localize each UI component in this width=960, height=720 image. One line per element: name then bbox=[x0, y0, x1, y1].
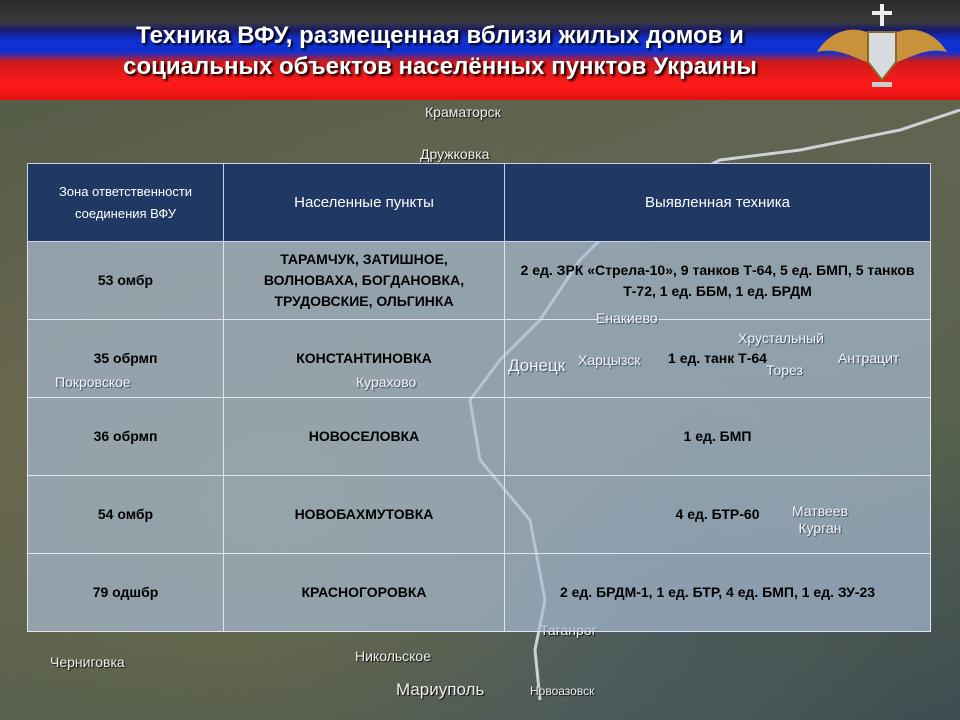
cell-equipment: 1 ед. БМП bbox=[504, 397, 931, 476]
cell-unit: 79 одшбр bbox=[27, 553, 224, 632]
equipment-table: Зона ответственности соединения ВФУ Насе… bbox=[27, 163, 931, 632]
title-line-1: Техника ВФУ, размещенная вблизи жилых до… bbox=[136, 22, 744, 49]
table-row: 53 омбр ТАРАМЧУК, ЗАТИШНОЕ, ВОЛНОВАХА, Б… bbox=[27, 241, 931, 320]
column-header-places: Населенные пункты bbox=[223, 163, 505, 242]
cell-equipment: 1 ед. танк Т-64 bbox=[504, 319, 931, 398]
cell-places: ТАРАМЧУК, ЗАТИШНОЕ, ВОЛНОВАХА, БОГДАНОВК… bbox=[223, 241, 505, 320]
cell-equipment: 2 ед. ЗРК «Стрела-10», 9 танков Т-64, 5 … bbox=[504, 241, 931, 320]
map-label: Торез bbox=[766, 362, 803, 378]
table-row: 79 одшбр КРАСНОГОРОВКА 2 ед. БРДМ-1, 1 е… bbox=[27, 553, 931, 632]
table-row: 35 обрмп КОНСТАНТИНОВКА 1 ед. танк Т-64 bbox=[27, 319, 931, 398]
map-label: Курахово bbox=[356, 374, 417, 390]
cell-unit: 53 омбр bbox=[27, 241, 224, 320]
map-label: Новоазовск bbox=[530, 684, 595, 698]
map-label: Енакиево bbox=[596, 310, 658, 326]
map-label: Никольское bbox=[355, 648, 432, 664]
eagle-emblem-icon bbox=[817, 4, 947, 87]
cell-equipment: 2 ед. БРДМ-1, 1 ед. БТР, 4 ед. БМП, 1 ед… bbox=[504, 553, 931, 632]
column-header-equipment: Выявленная техника bbox=[504, 163, 931, 242]
map-label: Покровское bbox=[55, 374, 131, 390]
cell-unit: 36 обрмп bbox=[27, 397, 224, 476]
cell-unit: 35 обрмп bbox=[27, 319, 224, 398]
map-label: Донецк bbox=[508, 356, 566, 375]
cell-places: КРАСНОГОРОВКА bbox=[223, 553, 505, 632]
cell-places: НОВОБАХМУТОВКА bbox=[223, 475, 505, 554]
map-label: Мариуполь bbox=[396, 680, 485, 699]
map-label: Матвеев Курган bbox=[792, 503, 848, 536]
cell-unit: 54 омбр bbox=[27, 475, 224, 554]
map-label: Черниговка bbox=[50, 654, 125, 670]
map-label: Антрацит bbox=[838, 350, 900, 366]
map-label: Хрустальный bbox=[738, 330, 824, 346]
header-banner: Техника ВФУ, размещенная вблизи жилых до… bbox=[0, 0, 960, 100]
cell-places: КОНСТАНТИНОВКА bbox=[223, 319, 505, 398]
cell-places: НОВОСЕЛОВКА bbox=[223, 397, 505, 476]
table-header-row: Зона ответственности соединения ВФУ Насе… bbox=[27, 163, 931, 242]
map-label: Харцызск bbox=[578, 352, 641, 368]
table-row: 36 обрмп НОВОСЕЛОВКА 1 ед. БМП bbox=[27, 397, 931, 476]
map-label: Краматорск bbox=[425, 104, 501, 120]
page-title: Техника ВФУ, размещенная вблизи жилых до… bbox=[70, 20, 810, 82]
title-line-2: социальных объектов населённых пунктов У… bbox=[123, 53, 757, 80]
cell-equipment: 4 ед. БТР-60 bbox=[504, 475, 931, 554]
table-row: 54 омбр НОВОБАХМУТОВКА 4 ед. БТР-60 bbox=[27, 475, 931, 554]
column-header-unit: Зона ответственности соединения ВФУ bbox=[27, 163, 224, 242]
map-label: Дружковка bbox=[420, 146, 490, 162]
